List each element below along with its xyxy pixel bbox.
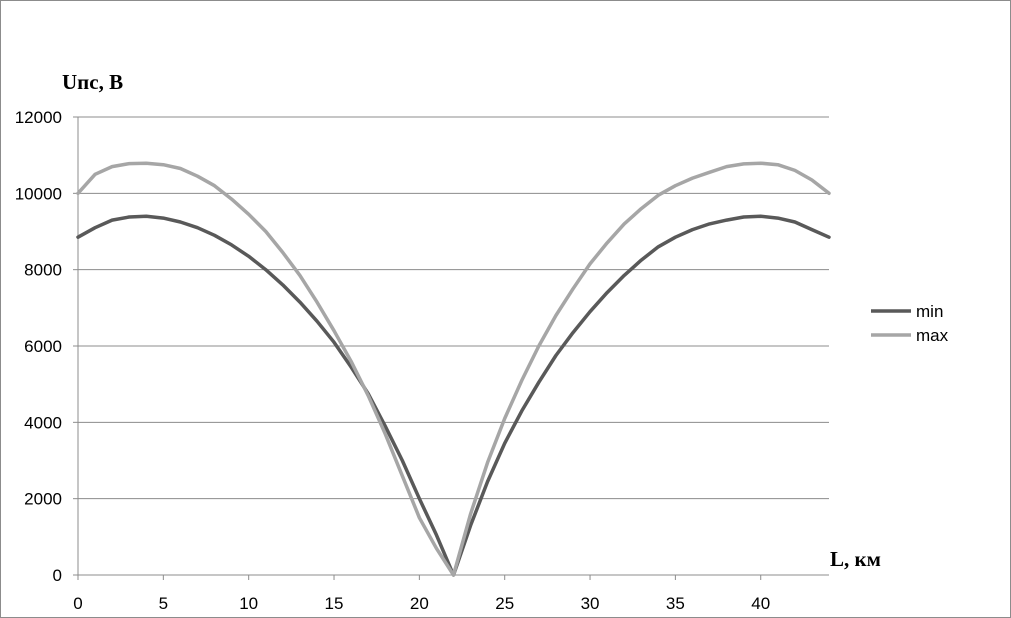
x-tick-labels: 0 5 10 15 20 25 30 35 40 (73, 594, 770, 613)
x-tick-label: 20 (410, 594, 429, 613)
y-tick-label: 8000 (24, 261, 62, 280)
y-tick-labels: 0 2000 4000 6000 8000 10000 12000 (15, 108, 62, 585)
x-tick-label: 15 (325, 594, 344, 613)
x-tick-label: 0 (73, 594, 82, 613)
axes (73, 116, 829, 580)
y-tick-label: 12000 (15, 108, 62, 127)
x-axis-title: L, км (830, 547, 881, 571)
legend-label-min: min (916, 302, 943, 321)
x-tick-label: 25 (495, 594, 514, 613)
y-tick-label: 0 (53, 566, 62, 585)
x-tick-label: 30 (581, 594, 600, 613)
x-tick-label: 35 (666, 594, 685, 613)
y-tick-label: 10000 (15, 184, 62, 203)
series-lines (76, 161, 831, 577)
legend-label-max: max (916, 326, 949, 345)
y-tick-label: 2000 (24, 490, 62, 509)
y-tick-label: 4000 (24, 413, 62, 432)
grid-lines (78, 116, 829, 500)
y-tick-label: 6000 (24, 337, 62, 356)
y-axis-title: Uпс, В (62, 70, 123, 94)
x-tick-label: 10 (239, 594, 258, 613)
series-line-max (76, 161, 831, 577)
x-tick-label: 5 (159, 594, 168, 613)
x-tick-label: 40 (751, 594, 770, 613)
legend: min max (871, 302, 949, 345)
